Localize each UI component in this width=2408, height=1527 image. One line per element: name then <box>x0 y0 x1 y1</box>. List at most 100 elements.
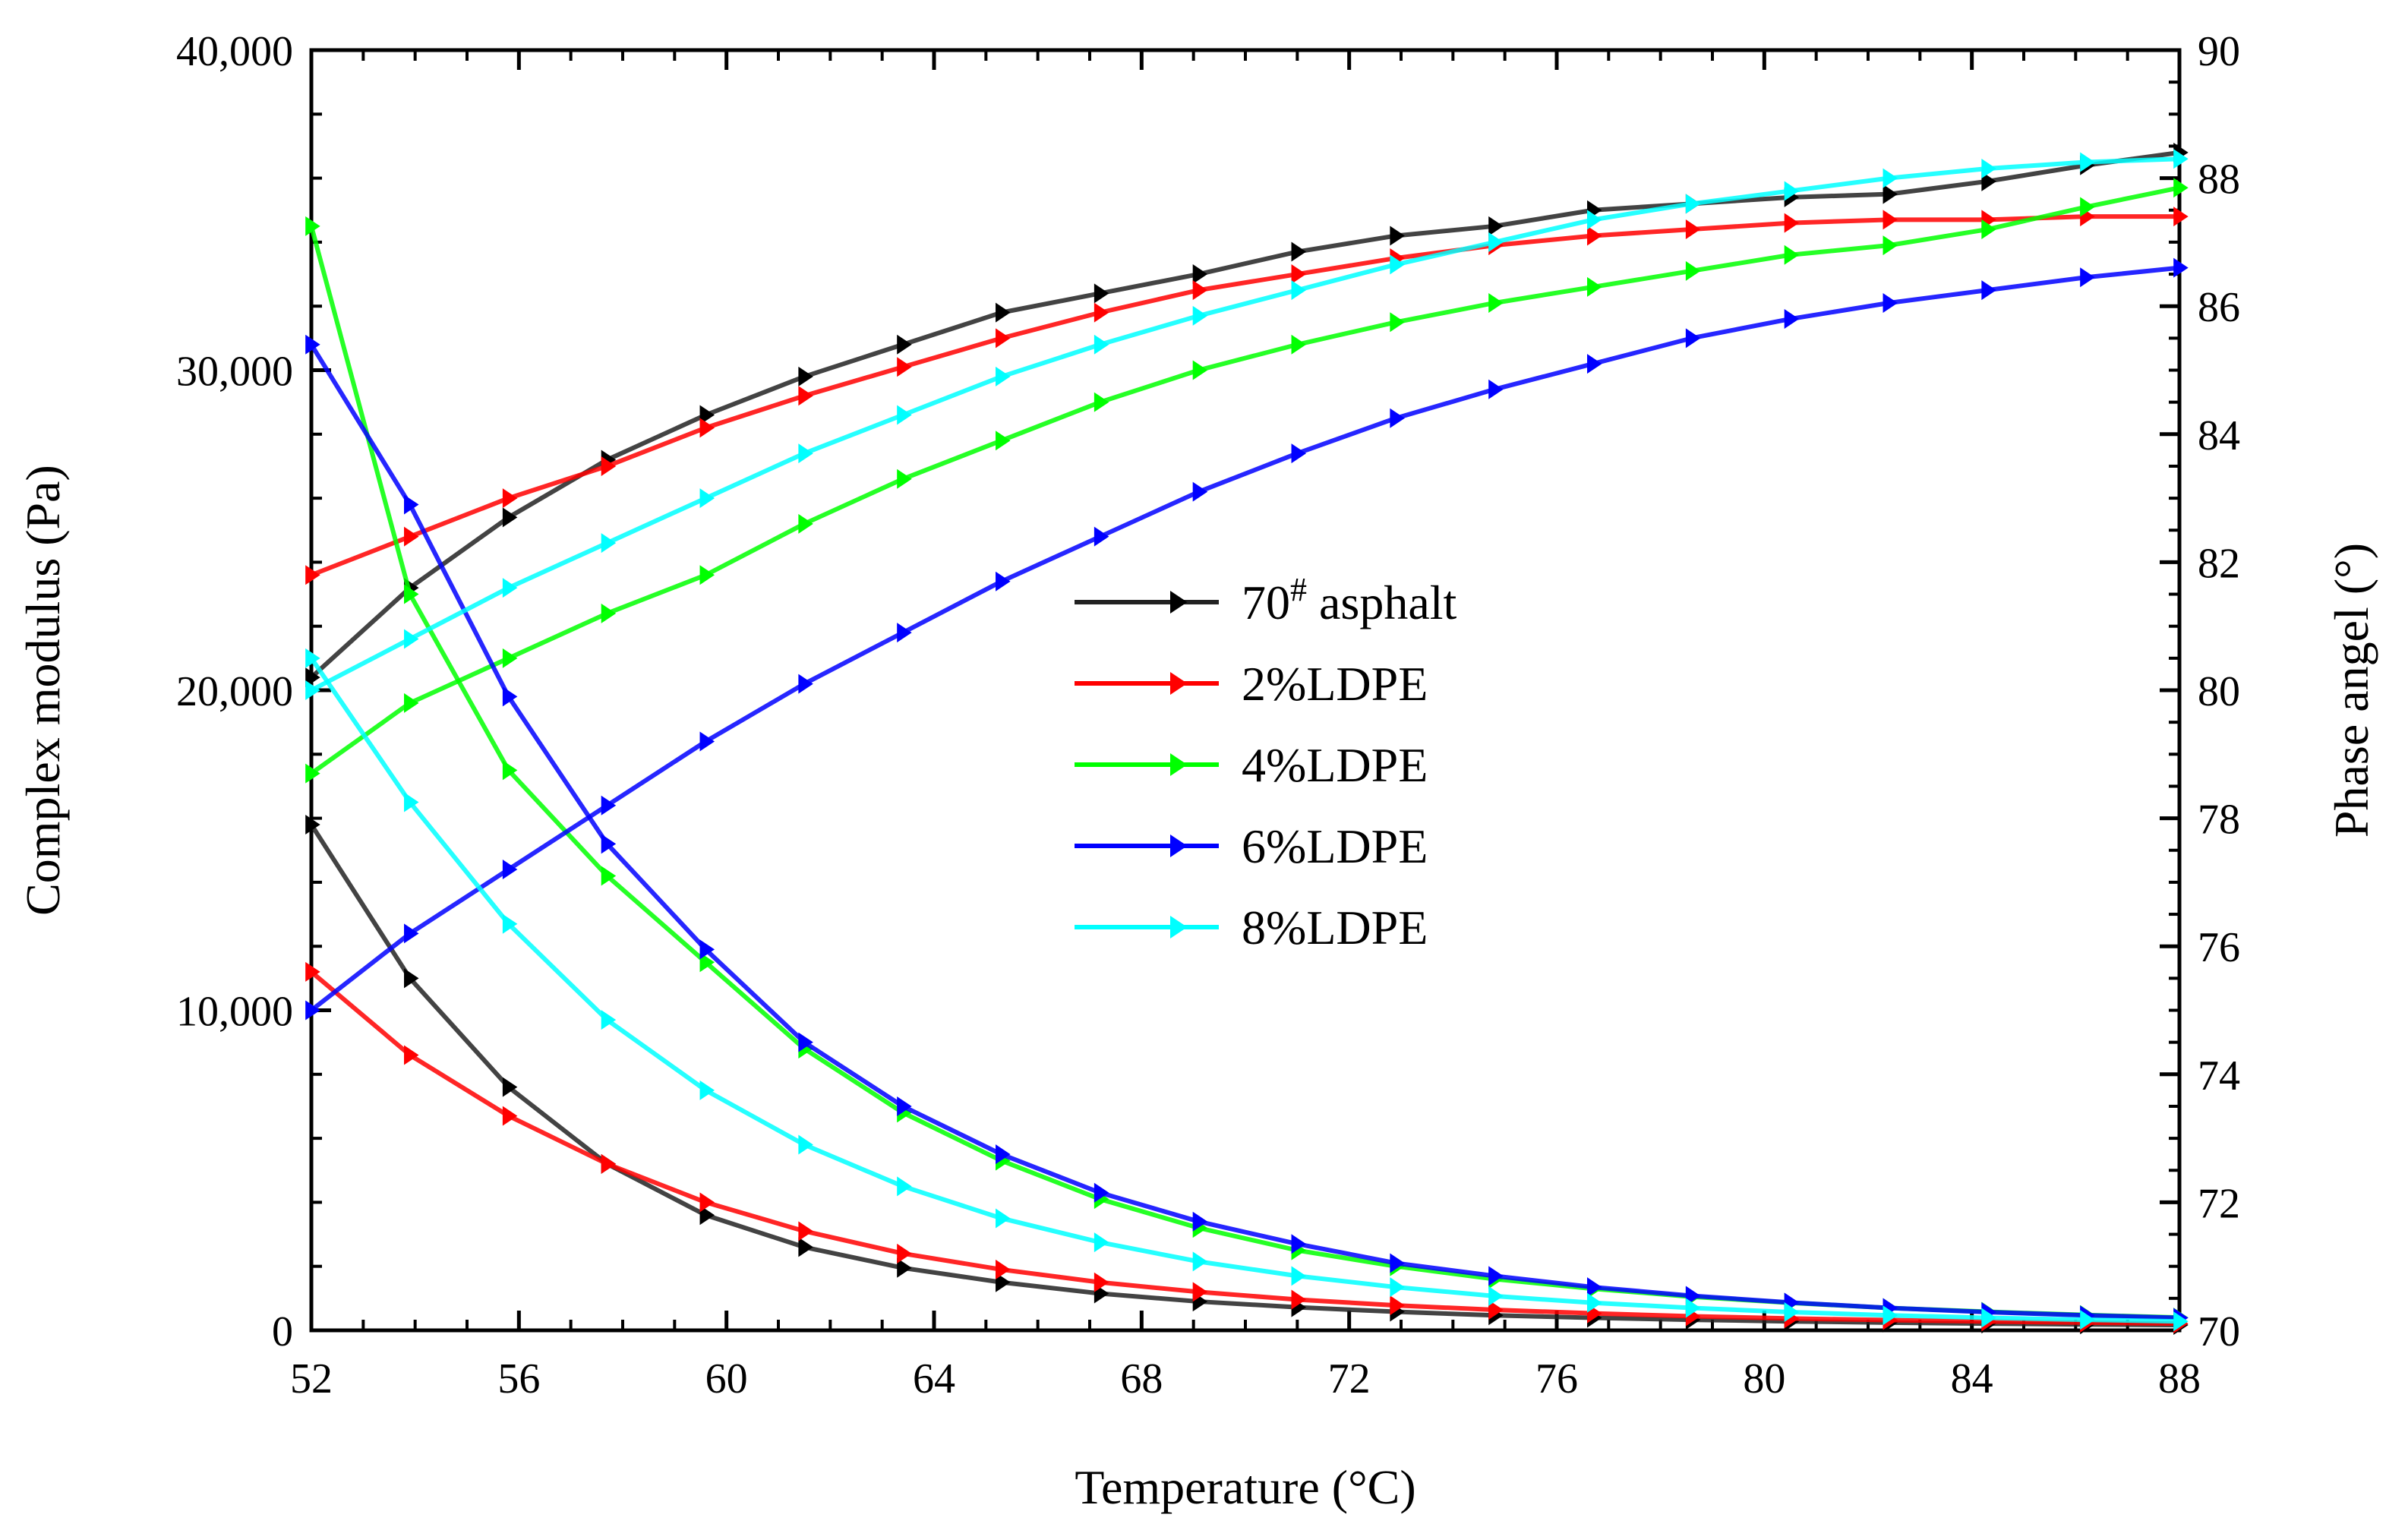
modulus-marker <box>1587 1292 1602 1313</box>
modulus-marker <box>996 1272 1011 1292</box>
modulus-marker <box>305 334 320 355</box>
modulus-marker <box>2173 1311 2189 1332</box>
phase-angle-marker <box>502 860 518 880</box>
modulus-marker <box>897 1096 912 1116</box>
phase-angle-marker <box>1291 280 1307 301</box>
modulus-marker <box>1094 1182 1109 1203</box>
phase-angle-marker <box>2080 152 2095 172</box>
phase-angle-marker <box>305 1000 320 1021</box>
phase-angle-marker <box>2173 149 2189 169</box>
phase-angle-marker <box>404 629 419 649</box>
phase-angle-marker <box>897 469 912 489</box>
x-tick-label: 80 <box>1743 1355 1785 1402</box>
phase-angle-line <box>310 214 2179 578</box>
legend-label: 4%LDPE <box>1242 738 1428 792</box>
legend-marker <box>1170 753 1188 776</box>
phase-angle-marker <box>1784 245 1800 265</box>
phase-angle-marker <box>798 366 813 386</box>
modulus-marker <box>1981 1308 1996 1328</box>
modulus-line <box>309 657 2180 1324</box>
phase-angle-marker <box>699 405 715 425</box>
modulus-marker <box>1192 1282 1208 1302</box>
modulus-marker <box>601 834 617 854</box>
modulus-marker <box>699 1205 715 1226</box>
phase-angle-marker <box>1488 292 1504 313</box>
modulus-marker <box>1192 1211 1208 1232</box>
modulus-marker <box>1784 1301 1800 1322</box>
x-tick-label: 64 <box>913 1355 955 1402</box>
phase-angle-marker <box>1784 213 1800 233</box>
phase-angle-marker <box>996 302 1011 323</box>
phase-angle-marker <box>1883 210 1898 230</box>
series-3 <box>305 257 2189 1328</box>
phase-angle-marker <box>502 488 518 509</box>
series-4 <box>305 149 2189 1332</box>
phase-angle-marker <box>1685 219 1701 240</box>
phase-angle-marker <box>1883 168 1898 188</box>
phase-angle-marker <box>1291 334 1307 355</box>
y-right-tick-label: 90 <box>2198 28 2240 75</box>
y-right-tick-label: 80 <box>2198 668 2240 715</box>
phase-angle-line <box>310 265 2180 1012</box>
y-left-tick-label: 40,000 <box>176 28 293 75</box>
phase-angle-marker <box>1587 276 1602 297</box>
modulus-marker <box>1685 1298 1701 1318</box>
phase-angle-marker <box>1390 226 1405 246</box>
modulus-marker <box>1488 1286 1504 1306</box>
x-tick-label: 52 <box>290 1355 333 1402</box>
x-tick-label: 60 <box>705 1355 748 1402</box>
phase-angle-marker <box>699 488 715 509</box>
y-left-tick-label: 30,000 <box>176 349 293 396</box>
legend-item-4: 8%LDPE <box>1075 901 1428 954</box>
phase-angle-marker <box>1587 210 1602 230</box>
modulus-marker <box>1291 1289 1307 1310</box>
modulus-marker <box>404 584 419 604</box>
modulus-line <box>309 823 2180 1328</box>
x-tick-label: 68 <box>1120 1355 1163 1402</box>
phase-angle-marker <box>305 565 320 585</box>
modulus-marker <box>1291 1234 1307 1254</box>
phase-angle-marker <box>798 513 813 534</box>
phase-angle-marker <box>897 405 912 425</box>
phase-angle-marker <box>1587 354 1602 374</box>
y-right-tick-label: 70 <box>2198 1308 2240 1355</box>
modulus-marker <box>502 686 518 707</box>
phase-angle-marker <box>897 357 912 377</box>
modulus-marker <box>699 1192 715 1213</box>
modulus-marker <box>1291 1266 1307 1286</box>
phase-angle-marker <box>305 680 320 700</box>
legend-label: 2%LDPE <box>1242 657 1428 711</box>
modulus-marker <box>1094 1272 1109 1292</box>
phase-angle-marker <box>1192 264 1208 285</box>
phase-angle-line <box>310 185 2180 776</box>
y-right-tick-label: 82 <box>2198 540 2240 587</box>
y-right-tick-label: 74 <box>2198 1052 2240 1100</box>
modulus-marker <box>1192 1251 1208 1272</box>
phase-angle-marker <box>1685 194 1701 214</box>
phase-angle-marker <box>1981 219 1996 240</box>
phase-angle-marker <box>1094 283 1109 304</box>
y-right-tick-label: 86 <box>2198 284 2240 331</box>
phase-angle-marker <box>1488 232 1504 252</box>
modulus-marker <box>798 1221 813 1241</box>
modulus-marker <box>601 866 617 886</box>
phase-angle-marker <box>996 366 1011 386</box>
phase-angle-marker <box>798 674 813 694</box>
modulus-marker <box>305 815 320 835</box>
phase-angle-marker <box>996 328 1011 349</box>
modulus-marker <box>1883 1305 1898 1326</box>
modulus-marker <box>1390 1295 1405 1316</box>
phase-angle-marker <box>1291 264 1307 285</box>
phase-angle-marker <box>798 443 813 464</box>
phase-angle-marker <box>2173 178 2189 198</box>
modulus-marker <box>502 1077 518 1097</box>
modulus-marker <box>1488 1266 1504 1286</box>
axis-tick-labels: 52 56 60 64 68 72 76 80 84 88 0 10,000 20,000 30,000 4… <box>176 28 2240 1402</box>
phase-angle-marker <box>404 693 419 713</box>
modulus-marker <box>404 792 419 812</box>
phase-angle-marker <box>1094 334 1109 355</box>
phase-angle-marker <box>1883 292 1898 313</box>
phase-angle-marker <box>1192 305 1208 326</box>
phase-angle-marker <box>1685 260 1701 281</box>
